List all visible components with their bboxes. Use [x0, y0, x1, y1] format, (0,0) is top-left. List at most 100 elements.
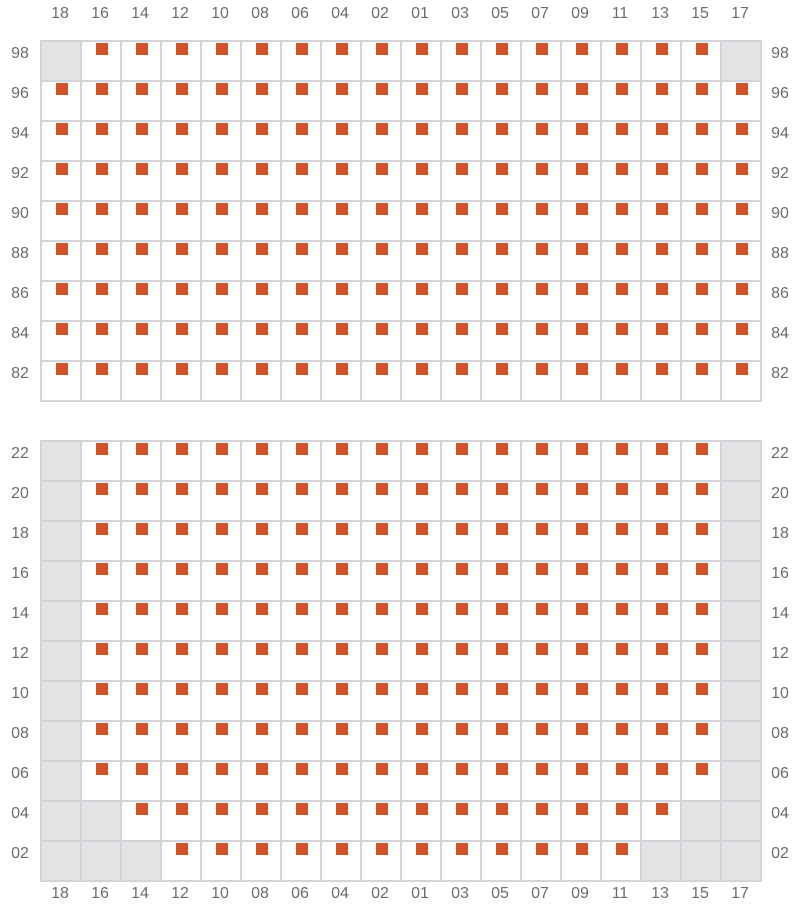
seat[interactable]	[642, 82, 682, 122]
seat[interactable]	[202, 682, 242, 722]
seat[interactable]	[602, 282, 642, 322]
seat[interactable]	[322, 122, 362, 162]
seat[interactable]	[362, 282, 402, 322]
seat[interactable]	[402, 602, 442, 642]
seat[interactable]	[122, 362, 162, 402]
seat[interactable]	[242, 802, 282, 842]
seat[interactable]	[162, 522, 202, 562]
seat[interactable]	[642, 562, 682, 602]
seat[interactable]	[402, 162, 442, 202]
seat[interactable]	[522, 602, 562, 642]
seat[interactable]	[682, 42, 722, 82]
seat[interactable]	[522, 242, 562, 282]
seat[interactable]	[682, 722, 722, 762]
seat[interactable]	[602, 82, 642, 122]
seat[interactable]	[642, 602, 682, 642]
seat[interactable]	[202, 722, 242, 762]
seat[interactable]	[282, 762, 322, 802]
seat[interactable]	[162, 602, 202, 642]
seat[interactable]	[682, 322, 722, 362]
seat[interactable]	[42, 82, 82, 122]
seat[interactable]	[202, 842, 242, 882]
seat[interactable]	[362, 82, 402, 122]
seat[interactable]	[522, 682, 562, 722]
seat[interactable]	[402, 322, 442, 362]
seat[interactable]	[242, 362, 282, 402]
seat[interactable]	[522, 362, 562, 402]
seat[interactable]	[82, 722, 122, 762]
seat[interactable]	[82, 362, 122, 402]
seat[interactable]	[602, 802, 642, 842]
seat[interactable]	[722, 242, 762, 282]
seat[interactable]	[162, 562, 202, 602]
seat[interactable]	[522, 122, 562, 162]
seat[interactable]	[82, 282, 122, 322]
seat[interactable]	[562, 82, 602, 122]
seat[interactable]	[282, 442, 322, 482]
seat[interactable]	[642, 442, 682, 482]
seat[interactable]	[242, 482, 282, 522]
seat[interactable]	[362, 802, 402, 842]
seat[interactable]	[562, 322, 602, 362]
seat[interactable]	[522, 522, 562, 562]
seat[interactable]	[82, 42, 122, 82]
seat[interactable]	[602, 122, 642, 162]
seat[interactable]	[162, 82, 202, 122]
seat[interactable]	[242, 162, 282, 202]
seat[interactable]	[162, 362, 202, 402]
seat[interactable]	[122, 322, 162, 362]
seat[interactable]	[122, 242, 162, 282]
seat[interactable]	[682, 482, 722, 522]
seat[interactable]	[442, 802, 482, 842]
seat[interactable]	[482, 802, 522, 842]
seat[interactable]	[82, 602, 122, 642]
seat[interactable]	[682, 562, 722, 602]
seat[interactable]	[442, 82, 482, 122]
seat[interactable]	[362, 642, 402, 682]
seat[interactable]	[442, 682, 482, 722]
seat[interactable]	[202, 522, 242, 562]
seat[interactable]	[202, 482, 242, 522]
seat[interactable]	[642, 362, 682, 402]
seat[interactable]	[482, 322, 522, 362]
seat[interactable]	[242, 522, 282, 562]
seat[interactable]	[642, 762, 682, 802]
seat[interactable]	[322, 842, 362, 882]
seat[interactable]	[362, 562, 402, 602]
seat[interactable]	[642, 522, 682, 562]
seat[interactable]	[402, 642, 442, 682]
seat[interactable]	[282, 642, 322, 682]
seat[interactable]	[202, 442, 242, 482]
seat[interactable]	[122, 522, 162, 562]
seat[interactable]	[162, 122, 202, 162]
seat[interactable]	[122, 722, 162, 762]
seat[interactable]	[402, 202, 442, 242]
seat[interactable]	[642, 162, 682, 202]
seat[interactable]	[82, 242, 122, 282]
seat[interactable]	[242, 722, 282, 762]
seat[interactable]	[402, 722, 442, 762]
seat[interactable]	[522, 642, 562, 682]
seat[interactable]	[122, 82, 162, 122]
seat[interactable]	[282, 122, 322, 162]
seat[interactable]	[82, 642, 122, 682]
seat[interactable]	[322, 202, 362, 242]
seat[interactable]	[122, 442, 162, 482]
seat[interactable]	[482, 82, 522, 122]
seat[interactable]	[562, 42, 602, 82]
seat[interactable]	[442, 642, 482, 682]
seat[interactable]	[602, 562, 642, 602]
seat[interactable]	[322, 722, 362, 762]
seat[interactable]	[442, 722, 482, 762]
seat[interactable]	[122, 762, 162, 802]
seat[interactable]	[162, 802, 202, 842]
seat[interactable]	[322, 682, 362, 722]
seat[interactable]	[362, 482, 402, 522]
seat[interactable]	[162, 762, 202, 802]
seat[interactable]	[322, 362, 362, 402]
seat[interactable]	[402, 522, 442, 562]
seat[interactable]	[442, 202, 482, 242]
seat[interactable]	[402, 682, 442, 722]
seat[interactable]	[722, 162, 762, 202]
seat[interactable]	[442, 522, 482, 562]
